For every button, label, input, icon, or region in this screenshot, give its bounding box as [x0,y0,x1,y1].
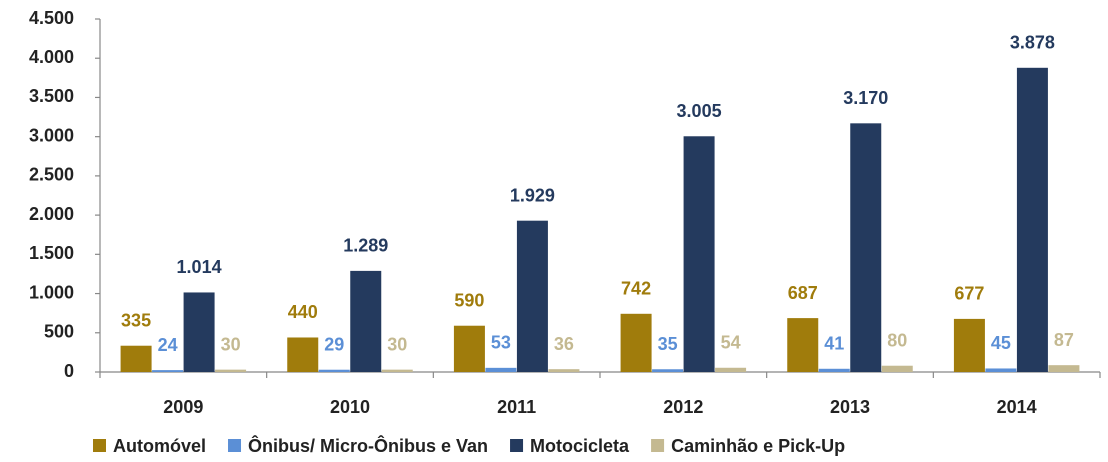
bar [453,325,485,372]
y-tick-label: 4.000 [29,47,74,67]
x-tick-label: 2012 [663,397,703,417]
y-tick-label: 3.500 [29,86,74,106]
bar [548,369,580,372]
bar [683,136,715,372]
data-label: 3.005 [677,101,722,121]
data-label: 45 [991,333,1011,353]
bar [1016,67,1048,372]
x-tick-label: 2009 [163,397,203,417]
data-label: 335 [121,310,151,330]
data-label: 590 [454,290,484,310]
data-label: 29 [324,334,344,354]
bar [120,345,152,372]
bar [985,368,1017,372]
bar [881,365,913,372]
data-label: 36 [554,334,574,354]
legend-swatch [651,439,665,452]
data-label: 24 [158,335,178,355]
bar [381,369,413,372]
data-label: 1.014 [177,257,222,277]
data-label: 54 [721,333,741,353]
bar [787,318,819,372]
legend-label: Automóvel [113,436,206,456]
bar [485,367,517,372]
data-label: 41 [824,334,844,354]
bar [953,318,985,372]
bar [850,123,882,372]
x-tick-label: 2011 [497,397,536,417]
bar [818,368,850,372]
y-tick-label: 1.500 [29,243,74,263]
data-label: 30 [221,334,241,354]
bar [152,370,184,372]
bar [318,369,350,372]
legend-label: Ônibus/ Micro-Ônibus e Van [248,435,488,456]
x-tick-label: 2014 [997,397,1037,417]
y-tick-label: 2.500 [29,165,74,185]
data-label: 3.878 [1010,33,1055,53]
x-tick-label: 2010 [330,397,370,417]
data-label: 1.929 [510,185,555,205]
bar [1048,365,1080,372]
data-label: 677 [954,284,984,304]
bar [715,367,747,372]
legend-swatch [510,439,524,452]
data-label: 80 [887,330,907,350]
data-label: 440 [288,302,318,322]
legend-label: Caminhão e Pick-Up [671,436,845,456]
y-tick-label: 500 [44,322,74,342]
data-label: 3.170 [843,88,888,108]
data-label: 87 [1054,330,1074,350]
data-label: 742 [621,279,651,299]
y-tick-label: 1.000 [29,282,74,302]
bar [350,270,382,372]
data-label: 1.289 [343,236,388,256]
data-label: 35 [658,334,678,354]
bar [183,292,215,372]
bar [652,369,684,372]
bar [287,337,319,372]
data-label: 30 [387,334,407,354]
y-tick-label: 4.500 [29,8,74,28]
y-tick-label: 3.000 [29,125,74,145]
bar [215,369,247,372]
legend-swatch [228,439,242,452]
y-tick-label: 2.000 [29,204,74,224]
legend-swatch [93,439,106,452]
legend-label: Motocicleta [530,436,630,456]
bar [620,313,652,372]
data-label: 53 [491,333,511,353]
x-tick-label: 2013 [830,397,870,417]
data-label: 687 [788,283,818,303]
y-tick-label: 0 [64,361,74,381]
bar [516,220,548,372]
